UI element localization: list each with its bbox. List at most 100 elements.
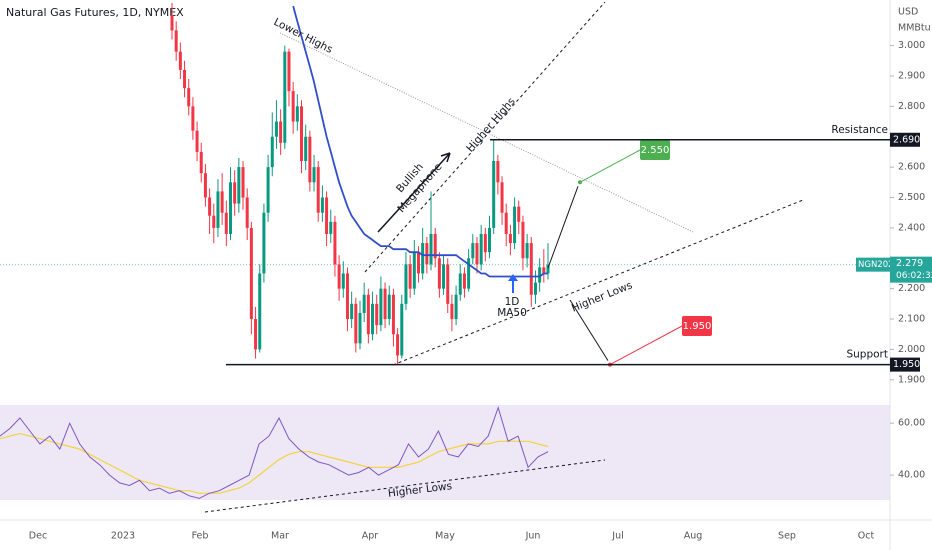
- higher-highs-line: [364, 1, 606, 273]
- symbol-label: NGN2023: [858, 260, 899, 270]
- candle-body: [525, 243, 529, 259]
- candle-body: [538, 267, 542, 283]
- candle-body: [174, 30, 178, 52]
- ma-label: 1D: [505, 296, 520, 308]
- candle-body: [454, 294, 458, 320]
- candle-body: [358, 312, 362, 344]
- candle-body: [500, 182, 504, 213]
- x-tick-label: Dec: [29, 531, 47, 542]
- candle-body: [191, 106, 195, 131]
- candle-body: [379, 288, 383, 326]
- candle-body: [216, 191, 220, 228]
- candle-body: [350, 303, 354, 320]
- candle-body: [295, 106, 299, 122]
- x-tick-label: Mar: [271, 531, 289, 542]
- candle-body: [450, 303, 454, 320]
- candle-body: [504, 212, 508, 234]
- chart-title: Natural Gas Futures, 1D, NYMEX: [6, 6, 184, 19]
- y-tick-label: 3.000: [898, 40, 925, 51]
- candle-body: [224, 212, 228, 234]
- candle-body: [170, 15, 174, 31]
- y-tick-label: 2.400: [898, 222, 925, 233]
- candle-body: [366, 294, 370, 335]
- last-box: [890, 256, 932, 283]
- candle-body: [483, 233, 487, 253]
- candle-body: [362, 294, 366, 313]
- candle-body: [203, 173, 207, 198]
- target-label: 2.550: [641, 145, 670, 156]
- target-point: [578, 180, 582, 185]
- target-box: [682, 316, 712, 336]
- candle-body: [308, 136, 312, 183]
- y-tick-label: 2.500: [898, 192, 925, 203]
- candle-body: [513, 206, 517, 244]
- target-label: 1.950: [683, 321, 712, 332]
- candle-body: [333, 221, 337, 265]
- level-box: [890, 132, 920, 147]
- y-tick-label: 2.600: [898, 162, 925, 173]
- candle-body: [241, 167, 245, 198]
- candle-body: [433, 233, 437, 259]
- candle-body: [404, 264, 408, 304]
- candle-body: [396, 334, 400, 356]
- candle-body: [228, 182, 232, 234]
- last-label: 2.279: [896, 258, 923, 269]
- candle-body: [262, 212, 266, 274]
- x-tick-label: Sep: [778, 531, 796, 542]
- candle-body: [479, 233, 483, 265]
- unit: MMBtu: [898, 23, 931, 34]
- candle-body: [341, 273, 345, 289]
- candle-body: [270, 136, 274, 168]
- x-tick-label: Jun: [525, 531, 541, 542]
- candle-body: [492, 161, 496, 228]
- y-tick-label: 2.000: [898, 344, 925, 355]
- candle-body: [329, 221, 333, 234]
- candle-body: [517, 206, 521, 222]
- x-tick-label: Aug: [684, 531, 703, 542]
- candle-body: [195, 130, 199, 152]
- rsi-ma-line: [0, 432, 549, 494]
- candle-body: [416, 252, 420, 274]
- candle-body: [312, 167, 316, 183]
- candle-body: [266, 167, 270, 213]
- candle-body: [412, 252, 416, 289]
- target-arrow: [547, 186, 579, 269]
- candle-body: [291, 91, 295, 122]
- candle-body: [508, 233, 512, 244]
- candle-body: [521, 221, 525, 259]
- candle-body: [245, 197, 249, 228]
- candle-body: [199, 151, 203, 174]
- y-tick-label: 2.800: [898, 101, 925, 112]
- higher-highs-label: Higher Highs: [464, 95, 518, 154]
- rsi-band: [0, 405, 890, 500]
- candle-body: [283, 51, 287, 143]
- candle-body: [220, 191, 224, 213]
- rsi-higher-lows-line: [204, 459, 606, 513]
- candle-body: [442, 264, 446, 289]
- candle-body: [249, 227, 253, 320]
- candle-body: [258, 273, 262, 350]
- candle-body: [274, 121, 278, 137]
- level-label: 1.950: [893, 359, 920, 370]
- candle-body: [421, 243, 425, 274]
- rsi-line: [0, 405, 549, 499]
- candle-body: [542, 267, 546, 274]
- y-tick-label: 2.100: [898, 314, 925, 325]
- candle-body: [287, 51, 291, 92]
- candle-body: [467, 258, 471, 289]
- higher-lows-line: [392, 199, 804, 366]
- candle-body: [320, 197, 324, 213]
- target-arrow: [569, 299, 609, 361]
- candle-body: [408, 264, 412, 289]
- candle-body: [546, 264, 550, 274]
- candle-body: [178, 51, 182, 70]
- x-tick-label: 2023: [111, 531, 135, 542]
- lower-highs-label: Lower Highs: [272, 16, 335, 56]
- currency: USD: [898, 7, 918, 18]
- x-tick-label: Oct: [858, 531, 875, 542]
- ma-arrow: [508, 274, 518, 293]
- candle-body: [375, 303, 379, 326]
- x-tick-label: Apr: [362, 531, 379, 542]
- ma-label: MA50: [497, 307, 527, 319]
